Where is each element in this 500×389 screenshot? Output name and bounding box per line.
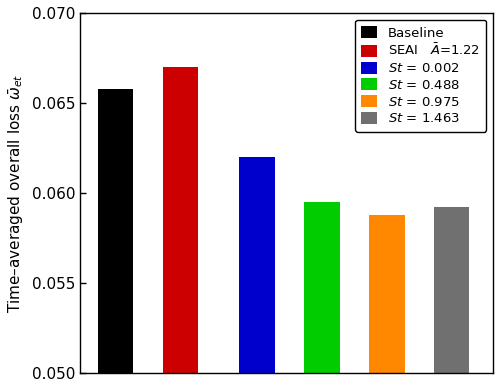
- Bar: [304, 202, 340, 389]
- Bar: [240, 157, 274, 389]
- Y-axis label: Time–averaged overall loss $\bar{\omega}_{et}$: Time–averaged overall loss $\bar{\omega}…: [7, 74, 26, 313]
- Bar: [434, 207, 470, 389]
- Legend: Baseline, SEAI   $\bar{A}$=1.22, $St$ = 0.002, $St$ = 0.488, $St$ = 0.975, $St$ : Baseline, SEAI $\bar{A}$=1.22, $St$ = 0.…: [355, 19, 486, 132]
- Bar: [98, 89, 133, 389]
- Bar: [162, 67, 198, 389]
- Bar: [369, 215, 404, 389]
